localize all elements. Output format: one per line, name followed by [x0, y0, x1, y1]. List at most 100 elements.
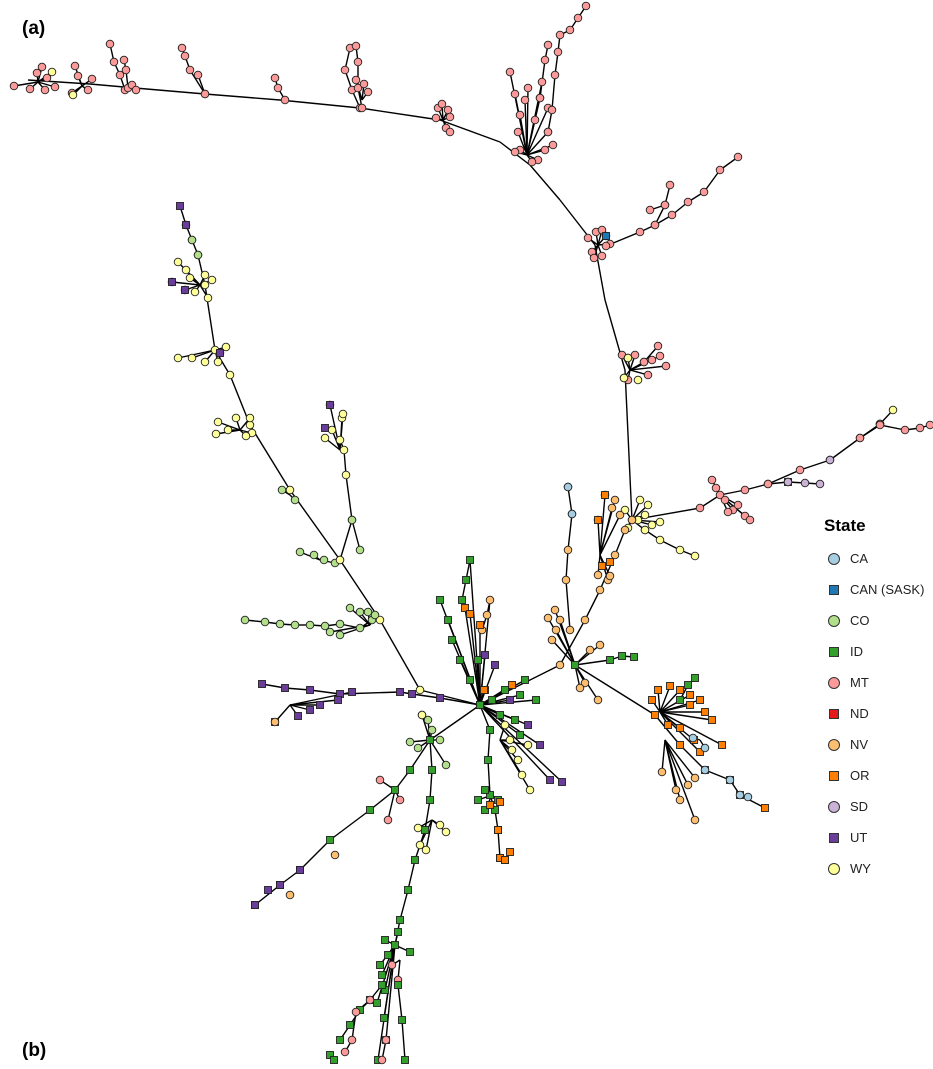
node-co — [370, 610, 380, 620]
node-nv — [580, 678, 590, 688]
node-nv — [607, 503, 617, 513]
node-co — [345, 603, 355, 613]
node-nv — [330, 850, 340, 860]
edge — [376, 944, 396, 1004]
node-id — [380, 1014, 388, 1022]
node-or — [651, 711, 659, 719]
edge — [254, 884, 281, 906]
node-or — [701, 708, 709, 716]
node-ut — [251, 901, 259, 909]
node-id — [676, 696, 684, 704]
node-nv — [690, 773, 700, 783]
node-wy — [523, 740, 533, 750]
panel-label-b: (b) — [22, 1040, 47, 1061]
node-or — [594, 516, 602, 524]
node-wy — [435, 820, 445, 830]
node-co — [335, 630, 345, 640]
node-nv — [690, 815, 700, 825]
edge — [594, 244, 606, 301]
node-wy — [513, 755, 523, 765]
node-or — [466, 610, 474, 618]
node-ut — [294, 712, 302, 720]
edge — [629, 365, 667, 371]
node-mt — [655, 351, 665, 361]
node-mt — [280, 95, 290, 105]
legend-items: CA CAN (SASK) CO ID MT ND NV OR SD UT WY — [824, 543, 933, 884]
node-mt — [597, 225, 607, 235]
node-co — [405, 737, 415, 747]
edge — [487, 759, 491, 796]
node-mt — [795, 465, 805, 475]
node-wy — [341, 470, 351, 480]
node-wy — [335, 435, 345, 445]
node-nv — [580, 615, 590, 625]
legend-entry: OR — [824, 760, 933, 791]
node-mt — [443, 105, 453, 115]
node-nv — [555, 660, 565, 670]
edge — [597, 519, 601, 556]
legend-circle-swatch — [828, 614, 840, 627]
edge — [599, 514, 621, 556]
node-nv — [565, 625, 575, 635]
edge — [339, 559, 381, 621]
legend-label: ND — [850, 706, 869, 721]
node-wy — [245, 420, 255, 430]
edge — [171, 281, 201, 286]
node-mt — [42, 73, 52, 83]
node-id — [448, 636, 456, 644]
node-id — [428, 766, 436, 774]
node-wy — [211, 429, 221, 439]
node-mt — [340, 65, 350, 75]
node-mt — [119, 55, 129, 65]
edge — [299, 839, 331, 871]
node-ut — [558, 778, 566, 786]
node-sd — [825, 455, 835, 465]
edge — [401, 1019, 406, 1061]
node-or — [506, 848, 514, 856]
node-mt — [601, 241, 611, 251]
node-mt — [639, 357, 649, 367]
edge — [497, 829, 501, 859]
legend-label: CAN (SASK) — [850, 582, 925, 597]
node-id — [481, 806, 489, 814]
node-mt — [115, 70, 125, 80]
node-wy — [173, 353, 183, 363]
node-nv — [563, 545, 573, 555]
node-wy — [620, 505, 630, 515]
node-mt — [537, 77, 547, 87]
node-mt — [365, 995, 375, 1005]
edge — [659, 694, 691, 713]
edge — [659, 711, 723, 746]
legend-entry: CA — [824, 543, 933, 574]
node-mt — [180, 51, 190, 61]
node-id — [606, 656, 614, 664]
node-mt — [707, 475, 717, 485]
node-co — [295, 547, 305, 557]
edge — [574, 644, 601, 666]
node-or — [696, 696, 704, 704]
node-mt — [555, 30, 565, 40]
node-mt — [643, 370, 653, 380]
node-wy — [245, 413, 255, 423]
node-wy — [525, 785, 535, 795]
node-ut — [181, 286, 189, 294]
node-nv — [610, 495, 620, 505]
node-mt — [740, 485, 750, 495]
node-or — [654, 686, 662, 694]
node-id — [404, 886, 412, 894]
legend-square-swatch — [829, 770, 839, 781]
node-mt — [431, 113, 441, 123]
node-mt — [855, 433, 865, 443]
node-nv — [683, 780, 693, 790]
node-or — [496, 798, 504, 806]
node-mt — [711, 483, 721, 493]
node-mt — [581, 1, 591, 11]
node-mt — [375, 775, 385, 785]
node-nv — [593, 695, 603, 705]
edge — [559, 619, 586, 666]
node-id — [401, 1056, 409, 1064]
node-mt — [50, 82, 60, 92]
node-mt — [630, 350, 640, 360]
node-ut — [168, 278, 176, 286]
node-mt — [37, 62, 47, 72]
